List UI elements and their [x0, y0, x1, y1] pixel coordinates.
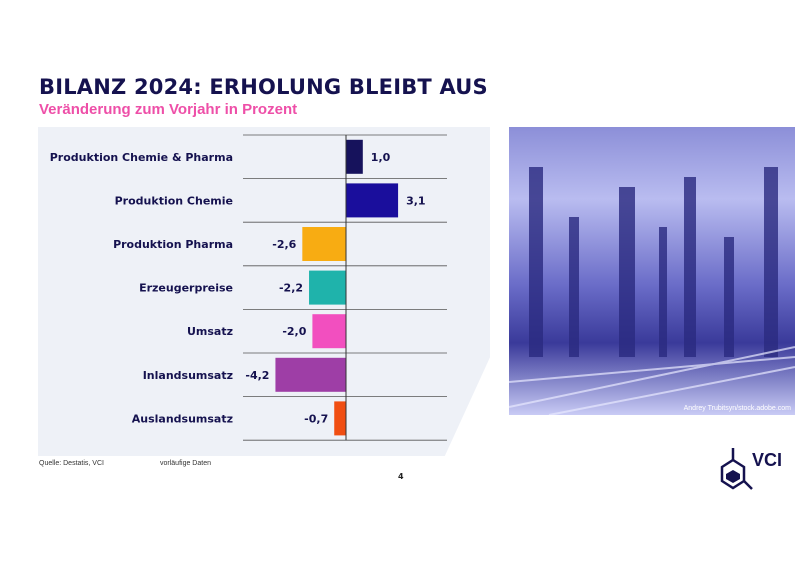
chart-panel	[38, 127, 490, 456]
bar	[312, 314, 346, 349]
category-label: Inlandsumsatz	[143, 369, 233, 382]
data-label: 3,1	[406, 194, 426, 207]
chemical-plant-photo: Andrey Trubitsyn/stock.adobe.com	[509, 127, 795, 415]
preliminary-note: vorläufige Daten	[160, 460, 211, 467]
category-label: Produktion Chemie	[115, 194, 233, 207]
photo-credit: Andrey Trubitsyn/stock.adobe.com	[683, 405, 791, 412]
refinery-illustration	[509, 167, 795, 415]
bar	[346, 183, 399, 218]
data-label: -0,7	[304, 412, 328, 425]
category-label: Produktion Chemie & Pharma	[50, 151, 233, 164]
bar	[275, 357, 346, 392]
data-label: -2,0	[282, 325, 306, 338]
page-title: BILANZ 2024: ERHOLUNG BLEIBT AUS	[39, 75, 488, 99]
bar	[302, 227, 346, 261]
category-label: Produktion Pharma	[113, 238, 233, 251]
bar	[309, 270, 346, 305]
data-label: 1,0	[371, 151, 391, 164]
source-note: Quelle: Destatis, VCI	[39, 460, 104, 467]
data-label: -4,2	[245, 369, 269, 382]
vci-logo-text: VCI	[752, 450, 783, 470]
bar	[334, 401, 346, 436]
category-label: Auslandsumsatz	[132, 412, 233, 425]
category-label: Erzeugerpreise	[139, 282, 233, 295]
data-label: -2,2	[279, 282, 303, 295]
bar	[346, 139, 363, 174]
vci-logo-icon	[720, 448, 753, 490]
page-number: 4	[398, 472, 404, 481]
category-label: Umsatz	[187, 325, 233, 338]
data-label: -2,6	[272, 238, 296, 251]
page-subtitle: Veränderung zum Vorjahr in Prozent	[39, 101, 298, 118]
